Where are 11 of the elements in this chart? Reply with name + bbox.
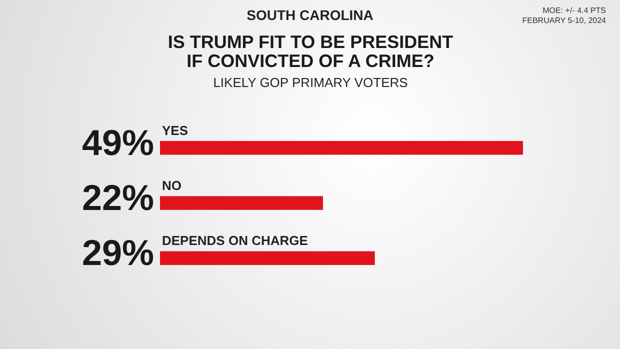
text: SOUTH CAROLINA xyxy=(246,7,374,23)
data-label: 22% xyxy=(82,177,154,218)
text: MOE: +/- 4.4 PTS xyxy=(542,6,606,15)
y-tick-label: YES xyxy=(162,122,188,138)
data-label: 29% xyxy=(82,232,154,274)
chart-title: IS TRUMP FIT TO BE PRESIDENT IF CONVICTED OF A CRIME? xyxy=(168,32,454,71)
chart-subtitle: LIKELY GOP PRIMARY VOTERS xyxy=(213,75,408,90)
data-label: 49% xyxy=(82,122,154,163)
y-tick-label: NO xyxy=(162,178,182,193)
y-tick-label: DEPENDS ON CHARGE xyxy=(162,233,308,248)
text: FEBRUARY 5-10, 2024 xyxy=(522,16,606,25)
